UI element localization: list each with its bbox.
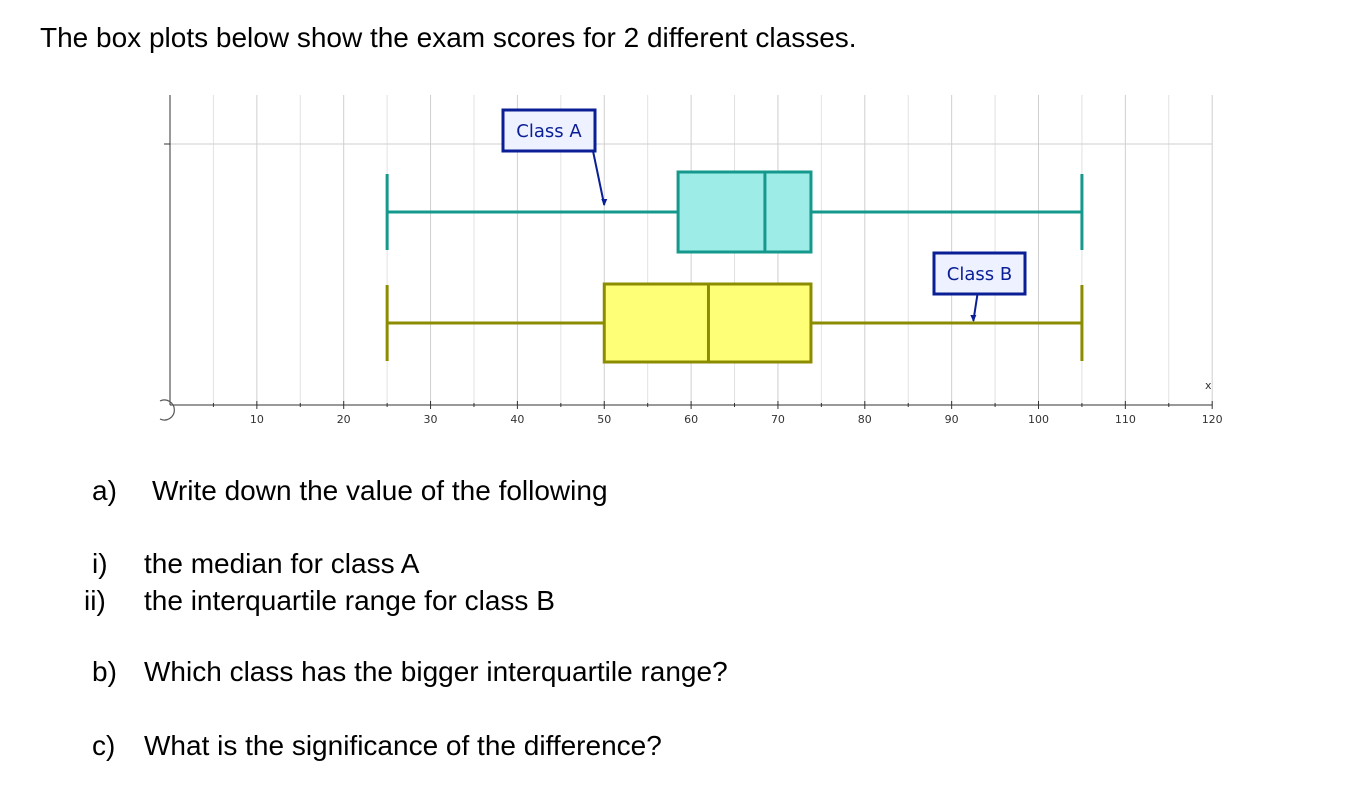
class-b-callout-label: Class B xyxy=(947,264,1012,285)
class-b-callout-box xyxy=(932,251,1027,296)
box-plot-chart: 10 20 30 40 50 60 70 80 90 100 110 120 x Class A Class… xyxy=(159,95,1223,426)
question-a-ii-text: the interquartile range for class B xyxy=(144,585,555,616)
class-a-callout-arrowhead xyxy=(601,199,608,206)
class-a-callout-box xyxy=(501,108,597,153)
class-a-callout-pointer xyxy=(592,150,606,206)
class-a-box xyxy=(676,170,813,254)
x-tick-label-50: 50 xyxy=(597,413,611,426)
x-tick-label-60: 60 xyxy=(684,413,698,426)
x-tick-label-110: 110 xyxy=(1115,413,1136,426)
question-c-text: What is the significance of the differen… xyxy=(144,730,662,761)
x-tick-label-10: 10 xyxy=(250,413,264,426)
question-a-i-text: the median for class A xyxy=(144,548,420,579)
question-c-label: c) xyxy=(92,730,116,761)
question-a-i-label: i) xyxy=(92,548,108,579)
x-tick-label-80: 80 xyxy=(858,413,872,426)
x-tick-label-20: 20 xyxy=(337,413,351,426)
x-tick-label-30: 30 xyxy=(424,413,438,426)
question-b-text: Which class has the bigger interquartile… xyxy=(144,656,728,687)
class-a-callout-label: Class A xyxy=(516,121,582,142)
question-b-label: b) xyxy=(92,656,117,687)
intro-text: The box plots below show the exam scores… xyxy=(40,22,857,53)
question-a-label: a) xyxy=(92,475,117,506)
class-b-callout-arrowhead xyxy=(970,315,977,322)
x-tick-label-120: 120 xyxy=(1202,413,1223,426)
x-axis-label: x xyxy=(1205,379,1212,392)
question-a-text: Write down the value of the following xyxy=(152,475,608,506)
question-a: a) Write down the value of the following xyxy=(92,475,608,507)
question-a-ii: ii) the interquartile range for class B xyxy=(84,585,555,617)
question-c: c) What is the significance of the differ… xyxy=(92,730,662,762)
x-tick-label-70: 70 xyxy=(771,413,785,426)
question-a-i: i) the median for class A xyxy=(92,548,419,580)
question-a-ii-label: ii) xyxy=(84,585,106,616)
origin-rotate-icon xyxy=(159,399,175,421)
x-tick-label-40: 40 xyxy=(510,413,524,426)
x-tick-label-90: 90 xyxy=(945,413,959,426)
question-b: b) Which class has the bigger interquarti… xyxy=(92,656,728,688)
x-tick-label-100: 100 xyxy=(1028,413,1049,426)
